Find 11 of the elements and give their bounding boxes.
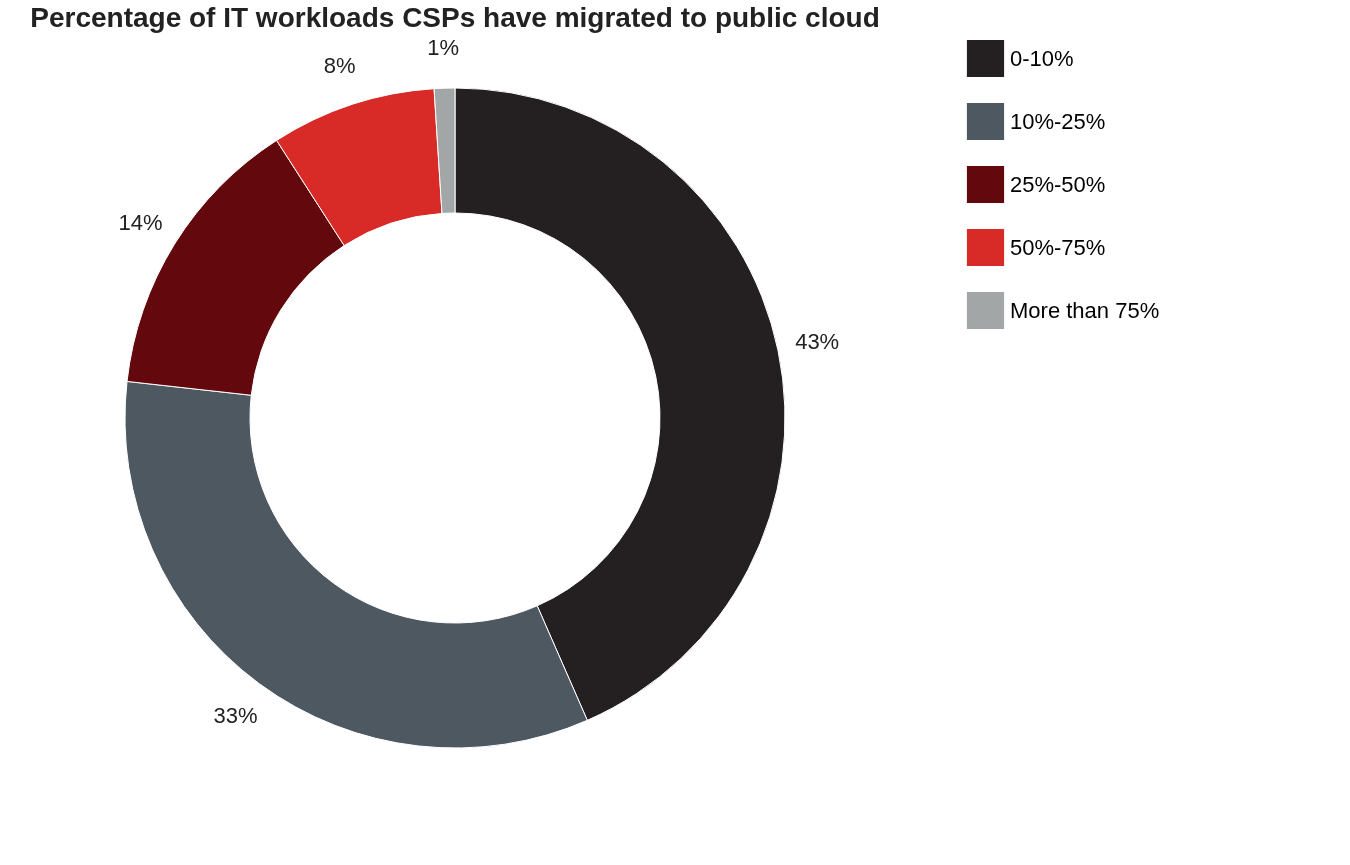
data-label: 43% [795, 329, 840, 355]
legend-label: 25%-50% [1010, 171, 1106, 197]
legend-label: More than 75% [1010, 297, 1160, 323]
data-label: 1% [427, 35, 460, 61]
chart-title: Percentage of IT workloads CSPs have migrated to public cloud [30, 2, 880, 34]
legend-label: 50%-75% [1010, 234, 1106, 260]
data-label: 33% [213, 702, 258, 728]
data-label: 8% [323, 53, 356, 79]
legend-label: 0-10% [1010, 45, 1074, 71]
data-label: 14% [118, 209, 163, 235]
legend-label: 10%-25% [1010, 108, 1106, 134]
